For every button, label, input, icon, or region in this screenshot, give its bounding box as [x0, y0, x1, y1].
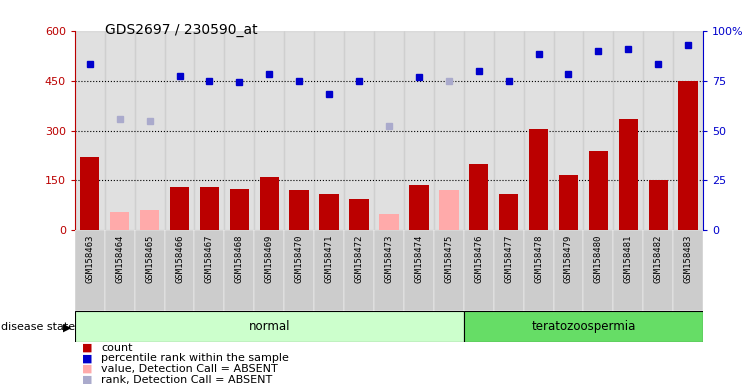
Text: value, Detection Call = ABSENT: value, Detection Call = ABSENT: [101, 364, 278, 374]
Bar: [135, 230, 165, 311]
Text: GSM158464: GSM158464: [115, 234, 124, 283]
Bar: [583, 230, 613, 311]
Text: GSM158475: GSM158475: [444, 234, 453, 283]
Bar: [554, 230, 583, 311]
Bar: [314, 230, 344, 311]
Bar: [559, 175, 578, 230]
Text: ■: ■: [82, 343, 93, 353]
Bar: [314, 31, 344, 230]
Bar: [673, 230, 703, 311]
Bar: [349, 199, 369, 230]
Text: GSM158481: GSM158481: [624, 234, 633, 283]
Bar: [673, 31, 703, 230]
Bar: [284, 230, 314, 311]
Bar: [224, 31, 254, 230]
Bar: [439, 190, 459, 230]
Bar: [344, 230, 374, 311]
Bar: [75, 230, 105, 311]
Bar: [613, 230, 643, 311]
Bar: [344, 31, 374, 230]
Bar: [374, 230, 404, 311]
Bar: [464, 230, 494, 311]
Bar: [494, 31, 524, 230]
Bar: [464, 311, 703, 342]
Text: GSM158471: GSM158471: [325, 234, 334, 283]
Text: GSM158467: GSM158467: [205, 234, 214, 283]
Bar: [200, 187, 219, 230]
Bar: [260, 177, 279, 230]
Text: GSM158476: GSM158476: [474, 234, 483, 283]
Text: GSM158477: GSM158477: [504, 234, 513, 283]
Text: GSM158474: GSM158474: [414, 234, 423, 283]
Text: GSM158469: GSM158469: [265, 234, 274, 283]
Bar: [494, 230, 524, 311]
Bar: [643, 31, 673, 230]
Bar: [499, 194, 518, 230]
Text: GDS2697 / 230590_at: GDS2697 / 230590_at: [105, 23, 257, 37]
Bar: [464, 31, 494, 230]
Bar: [140, 210, 159, 230]
Bar: [284, 31, 314, 230]
Text: count: count: [101, 343, 132, 353]
Bar: [404, 31, 434, 230]
Text: GSM158472: GSM158472: [355, 234, 364, 283]
Bar: [678, 81, 698, 230]
Text: GSM158483: GSM158483: [684, 234, 693, 283]
Bar: [434, 31, 464, 230]
Bar: [319, 194, 339, 230]
Bar: [374, 31, 404, 230]
Bar: [404, 230, 434, 311]
Text: ■: ■: [82, 364, 93, 374]
Bar: [254, 230, 284, 311]
Bar: [165, 31, 194, 230]
Bar: [409, 185, 429, 230]
Bar: [224, 230, 254, 311]
Bar: [434, 230, 464, 311]
Bar: [524, 230, 554, 311]
Bar: [379, 214, 399, 230]
Text: ■: ■: [82, 353, 93, 363]
Bar: [75, 31, 105, 230]
Bar: [529, 129, 548, 230]
Text: GSM158479: GSM158479: [564, 234, 573, 283]
Text: GSM158463: GSM158463: [85, 234, 94, 283]
Text: ▶: ▶: [63, 322, 71, 332]
Text: GSM158468: GSM158468: [235, 234, 244, 283]
Bar: [289, 190, 309, 230]
Bar: [105, 31, 135, 230]
Text: ■: ■: [82, 375, 93, 384]
Bar: [469, 164, 488, 230]
Bar: [110, 212, 129, 230]
Text: GSM158466: GSM158466: [175, 234, 184, 283]
Bar: [554, 31, 583, 230]
Text: GSM158482: GSM158482: [654, 234, 663, 283]
Bar: [230, 189, 249, 230]
Bar: [75, 311, 464, 342]
Bar: [105, 230, 135, 311]
Bar: [589, 151, 608, 230]
Bar: [194, 31, 224, 230]
Bar: [254, 31, 284, 230]
Bar: [194, 230, 224, 311]
Text: normal: normal: [248, 320, 290, 333]
Bar: [619, 119, 638, 230]
Text: rank, Detection Call = ABSENT: rank, Detection Call = ABSENT: [101, 375, 272, 384]
Text: GSM158465: GSM158465: [145, 234, 154, 283]
Text: GSM158478: GSM158478: [534, 234, 543, 283]
Text: GSM158480: GSM158480: [594, 234, 603, 283]
Bar: [80, 157, 99, 230]
Text: disease state: disease state: [1, 322, 76, 332]
Text: GSM158470: GSM158470: [295, 234, 304, 283]
Bar: [165, 230, 194, 311]
Bar: [524, 31, 554, 230]
Bar: [613, 31, 643, 230]
Bar: [649, 180, 668, 230]
Bar: [583, 31, 613, 230]
Bar: [643, 230, 673, 311]
Text: percentile rank within the sample: percentile rank within the sample: [101, 353, 289, 363]
Text: GSM158473: GSM158473: [384, 234, 393, 283]
Text: teratozoospermia: teratozoospermia: [531, 320, 636, 333]
Bar: [135, 31, 165, 230]
Bar: [170, 187, 189, 230]
